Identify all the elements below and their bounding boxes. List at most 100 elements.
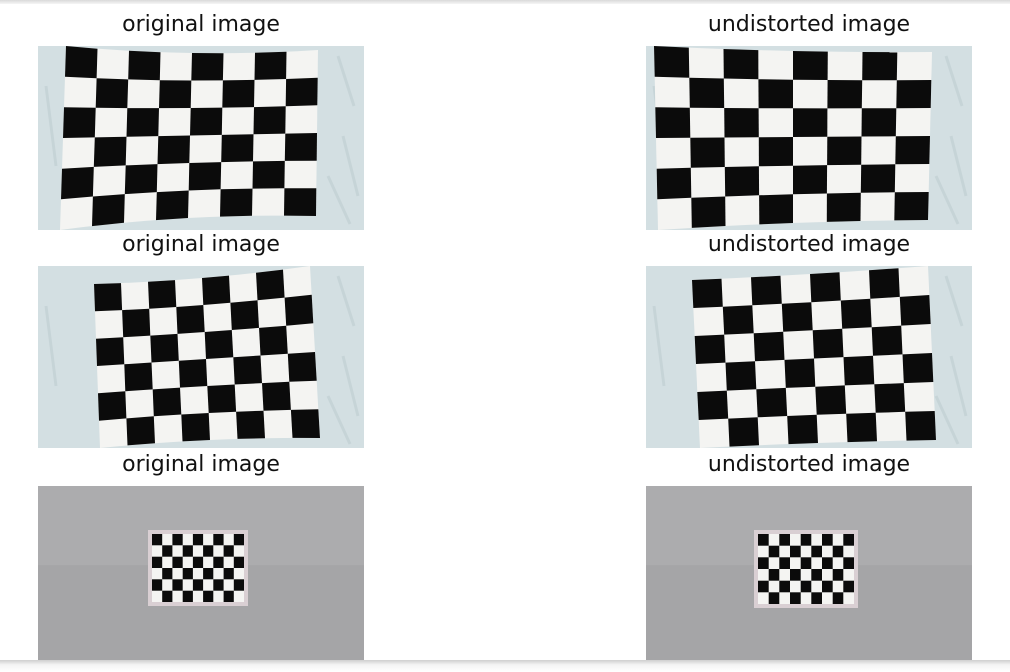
- checker-square: [691, 196, 726, 228]
- checker-square: [213, 534, 224, 546]
- checker-square: [768, 592, 780, 604]
- checker-square: [756, 387, 788, 418]
- checker-square: [157, 135, 190, 165]
- checker-square: [172, 534, 183, 546]
- checker-square: [176, 305, 205, 334]
- checker-square: [287, 352, 317, 382]
- wall-texture: [326, 395, 352, 445]
- checker-square: [827, 136, 862, 166]
- checker-square: [259, 325, 288, 356]
- checker-square: [230, 300, 259, 330]
- checker-square: [220, 188, 253, 217]
- checker-square: [152, 387, 182, 417]
- checker-square: [203, 590, 214, 602]
- panel-title: original image: [122, 12, 280, 37]
- wall-texture: [652, 305, 666, 387]
- panel-undistorted-3: undistorted image: [646, 448, 972, 662]
- checker-square: [862, 52, 898, 81]
- checker-square: [63, 107, 96, 138]
- checker-square: [159, 80, 192, 109]
- checker-square: [843, 580, 854, 593]
- checker-square: [253, 106, 286, 135]
- checker-square: [768, 545, 780, 558]
- checker-square: [758, 580, 769, 593]
- checker-square: [758, 137, 793, 167]
- checker-square: [233, 579, 244, 591]
- panel-title: undistorted image: [707, 232, 911, 257]
- checker-square: [871, 325, 903, 356]
- checker-square: [152, 579, 163, 591]
- checker-square: [162, 590, 173, 602]
- checker-square: [895, 136, 930, 165]
- panel-title: original image: [122, 232, 280, 257]
- checker-square: [758, 557, 769, 569]
- checker-square: [861, 108, 897, 137]
- checker-square: [61, 166, 94, 200]
- checker-square: [725, 361, 757, 391]
- checker-square: [779, 534, 790, 546]
- checker-square: [148, 280, 177, 309]
- wall-texture: [44, 85, 58, 167]
- checker-square: [826, 192, 861, 222]
- checker-square: [751, 275, 782, 306]
- checker-square: [126, 108, 159, 137]
- checker-square: [172, 556, 183, 568]
- checker-square: [846, 412, 877, 443]
- checker-square: [203, 568, 214, 580]
- wall-texture: [341, 355, 360, 417]
- checker-square: [190, 107, 223, 136]
- checker-square: [202, 275, 231, 305]
- panel-original-1: original image: [38, 10, 364, 230]
- panel-title: undistorted image: [707, 452, 911, 477]
- checkerboard-image: [38, 486, 364, 662]
- checker-square: [811, 592, 822, 604]
- checker-square: [654, 46, 690, 78]
- checker-square: [692, 278, 723, 308]
- wall-texture: [341, 135, 360, 197]
- checker-square: [753, 331, 785, 362]
- checker-square: [697, 390, 729, 420]
- checker-square: [790, 569, 801, 581]
- wall-texture: [336, 55, 356, 107]
- checker-square: [233, 534, 244, 546]
- checker-square: [221, 134, 254, 163]
- checker-square: [93, 136, 127, 167]
- checker-square: [92, 194, 125, 227]
- checker-square: [874, 383, 906, 413]
- checker-square: [812, 328, 844, 359]
- checker-square: [655, 107, 691, 138]
- checker-square: [124, 362, 153, 392]
- checker-square: [262, 381, 291, 411]
- checker-square: [779, 557, 790, 569]
- checker-square: [192, 556, 204, 568]
- panel-undistorted-2: undistorted image: [646, 230, 972, 448]
- top-border: [0, 0, 1010, 4]
- panel-title: undistorted image: [707, 12, 911, 37]
- checker-square: [728, 417, 759, 447]
- checker-square: [793, 108, 828, 137]
- checker-square: [284, 294, 314, 326]
- checker-square: [213, 556, 224, 568]
- checker-square: [122, 308, 151, 338]
- checker-square: [207, 384, 237, 413]
- checkerboard-image: [38, 266, 364, 448]
- checker-square: [178, 359, 208, 388]
- checker-square: [832, 545, 844, 558]
- checker-square: [860, 164, 896, 193]
- checker-square: [284, 133, 317, 161]
- checker-square: [811, 545, 822, 558]
- checker-square: [768, 569, 780, 581]
- checker-square: [843, 557, 854, 569]
- checker-square: [790, 545, 801, 558]
- checker-square: [156, 190, 189, 221]
- checker-square: [192, 579, 204, 591]
- checker-square: [724, 108, 759, 138]
- panel-undistorted-1: undistorted image: [646, 10, 972, 230]
- checker-square: [285, 77, 318, 107]
- checker-square: [905, 411, 936, 441]
- checker-square: [182, 545, 193, 557]
- checker-square: [222, 79, 255, 108]
- checker-square: [832, 569, 844, 581]
- wall-texture: [944, 55, 964, 107]
- checker-square: [656, 167, 692, 200]
